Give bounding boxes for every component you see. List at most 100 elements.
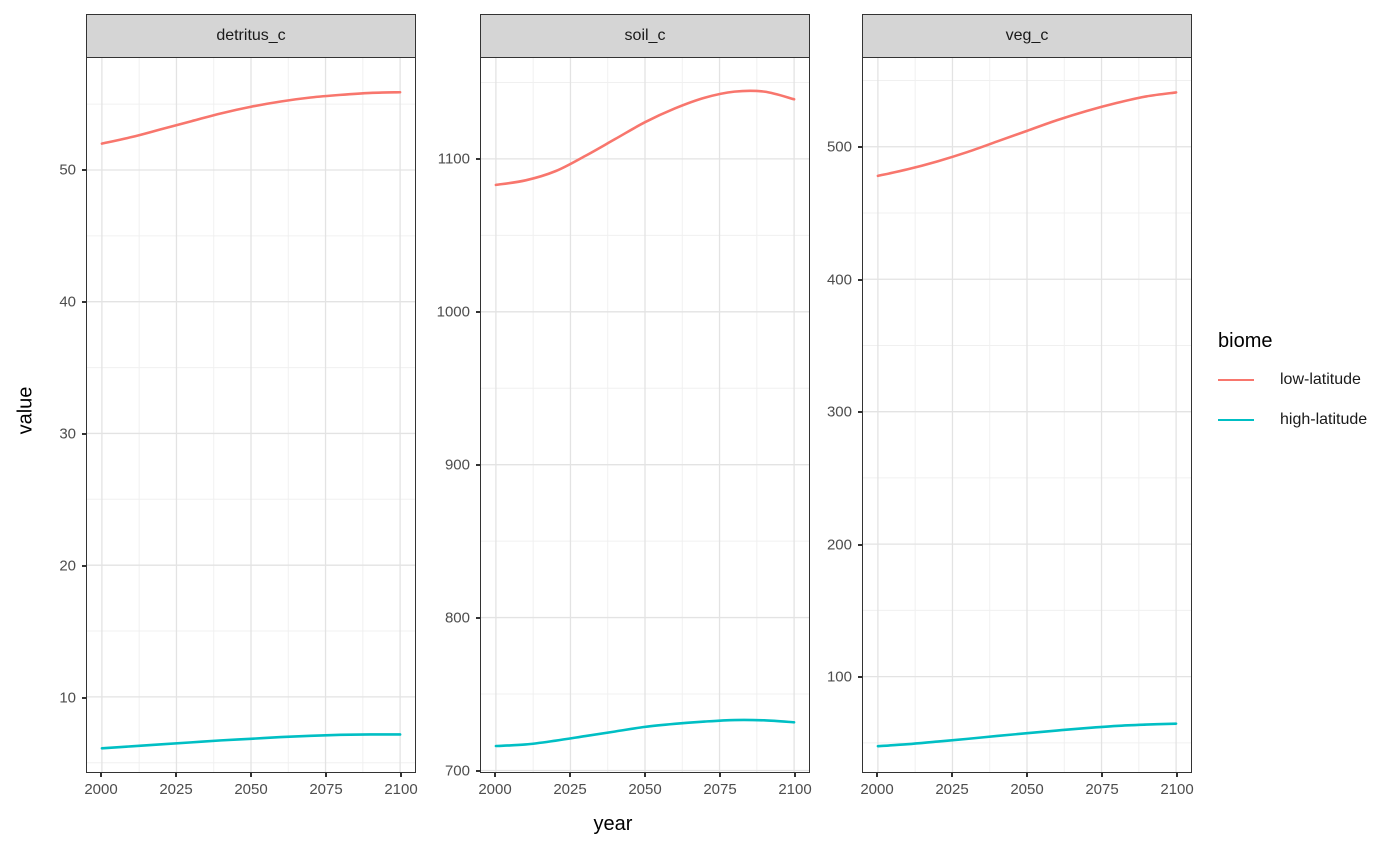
facet-strip-label: detritus_c [216,27,286,44]
facet-soil-c: soil_c 700 800 900 1000 1100 2000 2025 2050 207… [416,14,812,807]
x-axis-ticks: 2000 2025 2050 2075 2100 [84,773,418,807]
legend-title: biome [1218,330,1273,352]
high-latitude-line [494,718,796,748]
y-tick-label: 20 [59,557,76,575]
x-tick-label: 2050 [234,781,268,798]
legend-entry-high-latitude: high-latitude [1218,411,1367,429]
y-axis-title: value [8,14,44,807]
y-tick-label: 400 [826,271,852,289]
legend-label: low-latitude [1280,371,1361,388]
facet-strip-label: veg_c [1005,27,1049,44]
x-axis-title: year [593,813,633,835]
plot-panel [86,58,416,773]
x-tick-mark [400,773,402,777]
x-tick-mark [569,773,571,777]
x-tick-label: 2050 [1010,781,1044,798]
plot-panel [862,58,1192,773]
y-tick-mark [82,169,86,172]
low-latitude-line [876,91,1178,178]
x-tick-mark [1101,773,1103,777]
high-latitude-line [100,733,402,750]
y-tick-label: 100 [826,668,852,686]
y-tick-mark [858,278,862,281]
y-tick-label: 1100 [437,150,470,168]
y-tick-label: 1000 [436,303,470,321]
x-tick-mark [325,773,327,777]
y-axis-ticks: 700 800 900 1000 1100 [416,58,480,780]
x-tick-label: 2025 [553,781,587,798]
y-tick-mark [858,145,862,148]
x-tick-label: 2100 [1160,781,1194,798]
x-tick-label: 2075 [703,781,737,798]
y-axis-ticks: 10 20 30 40 50 [44,58,86,773]
x-tick-mark [951,773,953,777]
y-tick-label: 500 [826,138,852,156]
x-tick-mark [719,773,721,777]
y-tick-mark [858,411,862,414]
facet-strip: soil_c [480,14,810,58]
y-tick-mark [476,770,480,773]
legend-entry-low-latitude: low-latitude [1218,371,1367,389]
y-tick-mark [82,301,86,304]
y-tick-label: 200 [826,536,852,554]
y-tick-mark [858,676,862,679]
x-tick-mark [794,773,796,777]
x-tick-mark [1026,773,1028,777]
panel-canvas [481,58,809,772]
x-tick-mark [175,773,177,777]
high-latitude-line [876,722,1178,748]
x-tick-mark [494,773,496,777]
y-tick-mark [476,311,480,314]
x-tick-label: 2075 [309,781,343,798]
x-tick-label: 2050 [628,781,662,798]
y-tick-label: 10 [59,689,76,707]
facet-veg-c: veg_c 100 200 300 400 500 2000 2025 2050 2075 21… [810,14,1194,807]
plot-row: value detritus_c 10 20 30 40 50 2000 2025 2050… [8,14,1400,807]
y-tick-label: 30 [59,425,76,443]
plot-panel [480,58,810,773]
panel-canvas [87,58,415,772]
x-tick-label: 2025 [159,781,193,798]
y-tick-mark [82,564,86,567]
x-axis-ticks: 2000 2025 2050 2075 2100 [860,773,1194,807]
y-tick-label: 50 [59,161,76,179]
high-latitude-line-swatch [1218,418,1254,422]
y-tick-mark [858,543,862,546]
low-latitude-line [494,89,796,187]
legend: biome low-latitude high-latitude [1218,330,1367,451]
facet-strip: detritus_c [86,14,416,58]
x-tick-label: 2000 [860,781,894,798]
x-tick-label: 2000 [478,781,512,798]
x-tick-label: 2025 [935,781,969,798]
y-axis-title-text: value [14,386,37,435]
facet-strip: veg_c [862,14,1192,58]
panel-canvas [863,58,1191,772]
y-tick-label: 900 [444,456,470,474]
y-tick-mark [82,432,86,435]
low-latitude-line-swatch [1218,378,1254,382]
x-tick-label: 2075 [1085,781,1119,798]
y-tick-mark [476,617,480,620]
facet-strip-label: soil_c [624,27,666,44]
legend-label: high-latitude [1280,411,1368,428]
y-tick-label: 40 [59,293,76,311]
facet-detritus-c: detritus_c 10 20 30 40 50 2000 2025 2050 2075 21… [44,14,418,807]
x-tick-label: 2000 [84,781,118,798]
x-tick-mark [100,773,102,777]
y-tick-label: 700 [444,762,470,780]
y-tick-mark [476,464,480,467]
x-tick-mark [644,773,646,777]
y-tick-label: 800 [444,609,470,627]
x-tick-mark [1176,773,1178,777]
y-tick-label: 300 [826,403,852,421]
y-axis-ticks: 100 200 300 400 500 [810,58,862,773]
y-tick-mark [476,158,480,161]
x-tick-label: 2100 [778,781,812,798]
y-tick-mark [82,696,86,699]
x-tick-mark [876,773,878,777]
low-latitude-line [100,90,402,145]
x-tick-mark [250,773,252,777]
x-axis-ticks: 2000 2025 2050 2075 2100 [478,773,812,807]
x-tick-label: 2100 [384,781,418,798]
